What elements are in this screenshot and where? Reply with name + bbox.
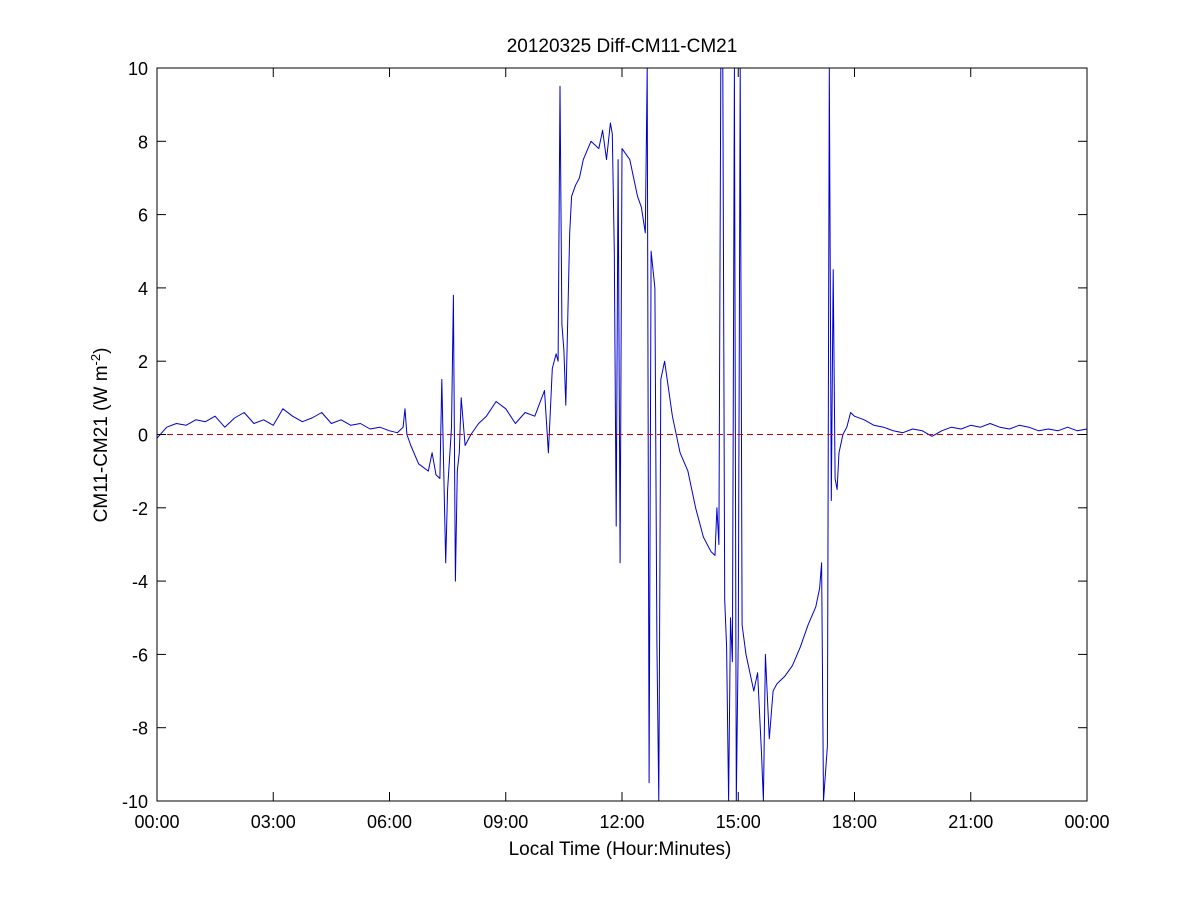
chart-title: 20120325 Diff-CM11-CM21 (507, 36, 738, 57)
y-tick-label: 2 (138, 352, 148, 372)
y-tick-label: 8 (138, 132, 148, 152)
x-tick-label: 06:00 (367, 812, 412, 832)
x-tick-label: 00:00 (134, 812, 179, 832)
y-tick-label: 10 (128, 59, 148, 79)
x-tick-label: 00:00 (1064, 812, 1109, 832)
y-axis-label-main: CM11-CM21 (W m (91, 365, 112, 522)
x-tick-label: 03:00 (251, 812, 296, 832)
series-layer (156, 67, 1088, 802)
x-tick-label: 15:00 (716, 812, 761, 832)
y-tick-label: 0 (138, 426, 148, 446)
y-axis-label: CM11-CM21 (W m-2) (88, 348, 113, 523)
y-tick-label: 4 (138, 279, 148, 299)
y-tick-label: -10 (122, 792, 148, 812)
y-axis-label-suffix: ) (91, 348, 112, 354)
ticks-layer: 00:00 03:00 06:00 09:00 12:00 15:00 18:00 21:00… (122, 59, 1110, 832)
series-line (156, 67, 1088, 802)
y-axis-label-superscript: -2 (88, 354, 103, 366)
y-tick-label: -2 (132, 499, 148, 519)
y-tick-label: -4 (132, 572, 148, 592)
y-tick-label: -8 (132, 719, 148, 739)
x-tick-label: 21:00 (948, 812, 993, 832)
y-tick-label: -6 (132, 645, 148, 665)
x-tick-label: 12:00 (599, 812, 644, 832)
y-tick-label: 6 (138, 206, 148, 226)
x-axis-label: Local Time (Hour:Minutes) (509, 839, 732, 860)
x-tick-label: 09:00 (483, 812, 528, 832)
x-tick-label: 18:00 (832, 812, 877, 832)
